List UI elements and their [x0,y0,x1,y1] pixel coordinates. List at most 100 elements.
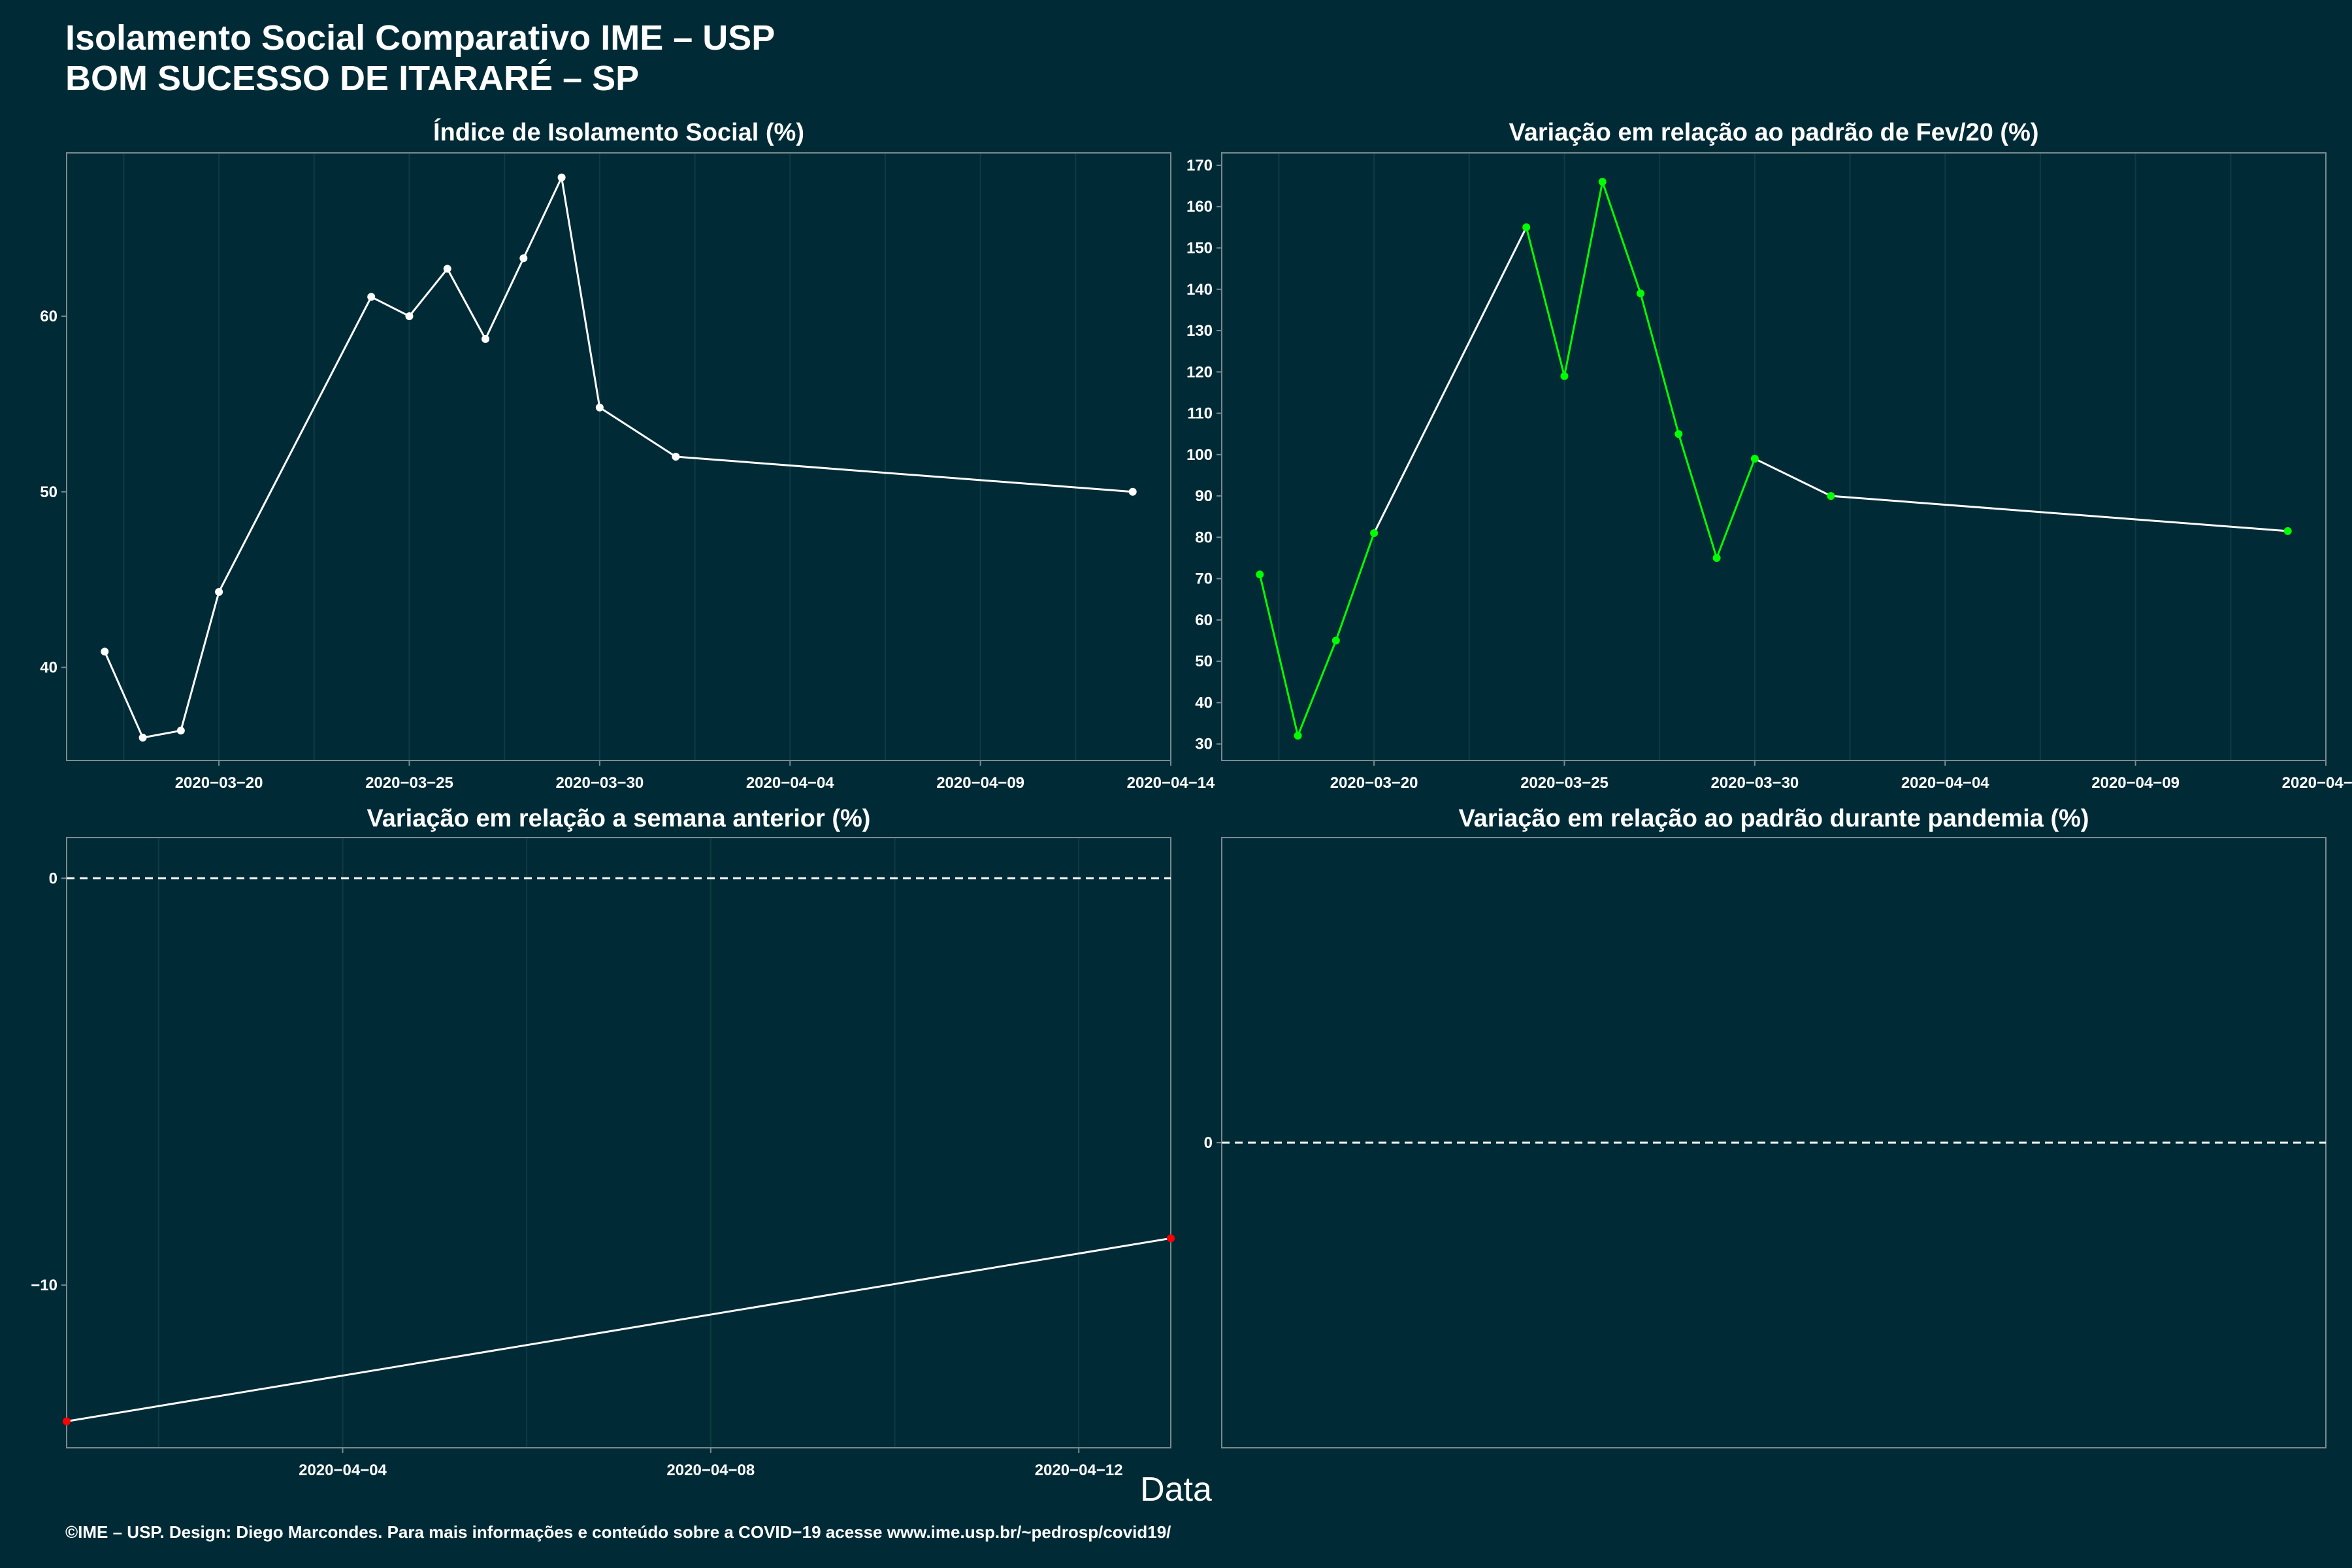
series-line-segment [1297,640,1337,736]
y-tick-label: 30 [1195,736,1213,753]
y-tick-label: 90 [1195,487,1213,505]
panel-border [1221,152,2327,761]
y-tick-label: 70 [1195,570,1213,588]
footer-credits: ©IME – USP. Design: Diego Marcondes. Par… [65,1522,1171,1542]
series-line-segment [142,729,182,739]
series-line-segment [66,1237,1171,1423]
data-point [519,254,528,263]
data-point [1370,529,1379,538]
data-point [405,312,414,320]
y-tick-label: 170 [1186,157,1213,174]
series-line-segment [1373,227,1527,534]
data-point [482,335,490,343]
series-line-segment [1831,495,2288,532]
data-point [1637,289,1645,298]
panel-border [66,152,1171,761]
panel-isolamento: Índice de Isolamento Social (%) 40 50 60 202… [40,118,1215,792]
data-point [215,587,223,596]
data-point [1256,570,1264,579]
y-tick-label: 150 [1186,240,1213,257]
series-line-segment [1563,181,1604,376]
series-line-segment [1716,458,1756,559]
data-point [557,173,566,182]
y-tick-label: 0 [49,870,57,887]
x-tick-label: 2020−04−12 [1035,1462,1123,1479]
data-point [1750,455,1759,463]
y-tick-label: 60 [1195,612,1213,629]
y-tick-label: 100 [1186,446,1213,464]
data-point [672,453,680,461]
x-tick-label: 2020−04−04 [299,1462,387,1479]
data-point [1522,223,1531,231]
y-tick-label: −10 [31,1277,57,1294]
y-tick-label: 160 [1186,198,1213,216]
data-point [595,403,604,412]
series-line-segment [446,268,487,340]
data-point [1712,554,1721,562]
series-line-segment [1677,433,1718,559]
data-point [1167,1234,1175,1243]
panel-border [66,837,1171,1448]
series-line-segment [370,296,410,318]
series-line-segment [1639,293,1680,434]
x-tick-label: 2020−04−04 [1901,774,1989,792]
x-tick-label: 2020−04−09 [936,774,1024,792]
series-line-segment [1258,574,1299,736]
data-point [1827,492,1835,500]
x-axis-label: Data [1140,1471,1212,1509]
x-tick-label: 2020−03−25 [1520,774,1609,792]
x-tick-label: 2020−04−14 [1127,774,1215,792]
x-tick-label: 2020−03−30 [555,774,644,792]
data-point [1598,178,1607,186]
data-point [1674,430,1683,438]
y-tick-label: 40 [40,659,57,677]
data-point [1128,487,1137,496]
x-tick-label: 2020−04−09 [2091,774,2180,792]
series-line-segment [408,268,448,317]
panel-fev20: Variação em relação ao padrão de Fev/20 … [1186,119,2352,792]
data-point [176,727,185,735]
y-tick-label: 0 [1204,1134,1213,1152]
data-point [1560,372,1569,380]
series-line-segment [1335,532,1375,642]
data-point [443,265,451,273]
data-point [139,734,147,742]
series-line-segment [522,176,563,259]
data-point [2283,527,2292,535]
data-point [101,647,109,656]
data-point [367,293,376,301]
x-tick-label: 2020−03−25 [365,774,453,792]
panel-title: Variação em relação a semana anterior (%… [367,805,871,832]
y-tick-label: 40 [1195,694,1213,711]
series-line-segment [1754,457,1832,497]
data-point [1294,732,1302,740]
y-tick-label: 120 [1186,363,1213,381]
main-title: Isolamento Social Comparativo IME – USP [65,18,776,57]
panel-pandemia: Variação em relação ao padrão durante pa… [1204,805,2327,1448]
series-line-segment [484,257,525,340]
y-tick-label: 130 [1186,322,1213,340]
main-subtitle: BOM SUCESSO DE ITARARÉ – SP [65,59,640,98]
x-tick-label: 2020−04−04 [746,774,834,792]
series-line-segment [1601,181,1642,294]
series-line-segment [1525,227,1565,377]
x-tick-label: 2020−03−20 [175,774,263,792]
x-tick-label: 2020−04−08 [666,1462,755,1479]
y-tick-label: 50 [1195,653,1213,670]
series-line-segment [218,296,372,593]
y-tick-label: 80 [1195,529,1213,546]
panel-title: Variação em relação ao padrão durante pa… [1458,805,2089,832]
panel-title: Variação em relação ao padrão de Fev/20 … [1509,119,2038,146]
series-line-segment [676,455,1133,493]
y-tick-label: 50 [40,483,57,501]
x-tick-label: 2020−03−20 [1330,774,1418,792]
series-line-segment [103,651,144,738]
y-tick-label: 110 [1187,405,1213,423]
panel-title: Índice de Isolamento Social (%) [433,118,804,146]
series-line-segment [599,406,677,458]
series-line-segment [561,177,601,408]
x-tick-label: 2020−03−30 [1710,774,1799,792]
panel-semana: Variação em relação a semana anterior (%… [31,805,1175,1479]
data-point [1331,636,1340,645]
